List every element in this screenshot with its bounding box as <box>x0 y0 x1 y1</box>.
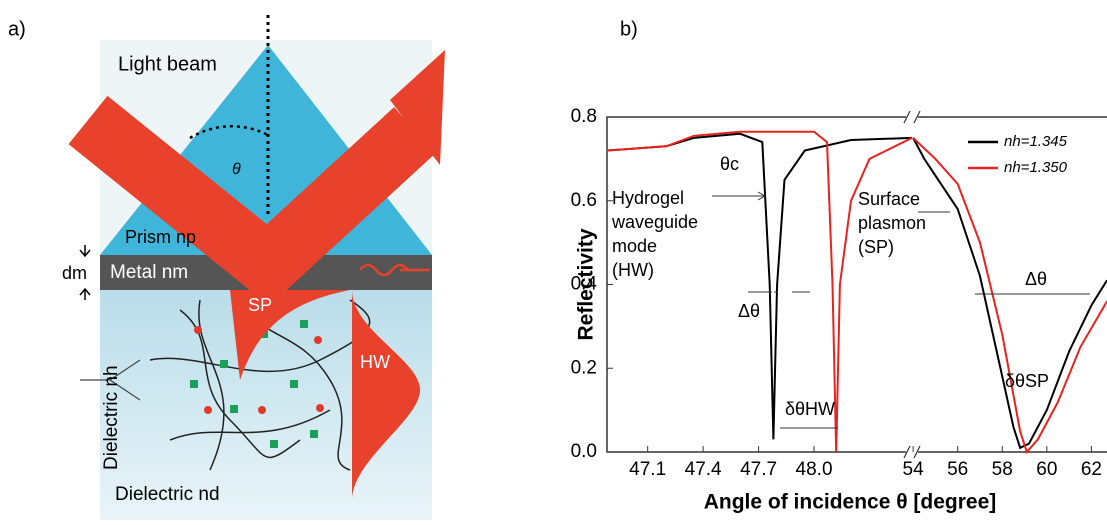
x-tick-label: 54 <box>903 459 925 480</box>
x-tick-label: 62 <box>1081 459 1102 480</box>
diagram: Light beam θ Prism np dm Metal nm SP HW … <box>62 15 445 520</box>
legend-label: nh=1.350 <box>1004 159 1068 176</box>
annotation: θc <box>720 154 739 174</box>
y-tick-label: 0.0 <box>571 441 597 462</box>
annotation: δθHW <box>785 399 835 419</box>
annotation: mode <box>612 236 657 256</box>
x-axis-title: Angle of incidence θ [degree] <box>704 491 997 514</box>
label: Dielectric nd <box>115 484 220 505</box>
label: Metal nm <box>110 262 188 283</box>
x-tick-label: 58 <box>992 459 1013 480</box>
y-axis-title: Reflectivity <box>575 228 598 340</box>
label: HW <box>360 352 390 372</box>
x-tick-label: 48.0 <box>796 459 833 480</box>
x-tick-label: 47.4 <box>685 459 722 480</box>
annotation: Δθ <box>1025 269 1047 289</box>
legend-label: nh=1.345 <box>1004 133 1068 150</box>
panel-label: b) <box>620 18 638 40</box>
x-tick-label: 47.7 <box>740 459 777 480</box>
annotation: Surface <box>858 189 920 209</box>
x-tick-label: 47.1 <box>629 459 666 480</box>
annotation: plasmon <box>858 213 926 233</box>
annotation: δθSP <box>1005 371 1049 391</box>
y-tick-label: 0.2 <box>571 357 597 378</box>
panel-label: a) <box>8 18 26 40</box>
label: SP <box>248 295 272 315</box>
x-tick-label: 56 <box>947 459 968 480</box>
label: dm <box>62 263 87 283</box>
label: Light beam <box>118 53 217 75</box>
annotation: Hydrogel <box>612 188 684 208</box>
figure: a) b) Light beam θ Prism np dm Metal nm … <box>0 0 1107 520</box>
series-line <box>607 132 1107 452</box>
y-tick-label: 0.8 <box>571 106 597 127</box>
annotation: waveguide <box>611 212 698 232</box>
y-tick-label: 0.6 <box>571 190 597 211</box>
label: Dielectric nh <box>101 365 122 470</box>
label: θ <box>232 161 241 178</box>
annotation: (HW) <box>612 260 654 280</box>
x-tick-label: 60 <box>1036 459 1057 480</box>
annotation: Δθ <box>738 301 760 321</box>
annotation: (SP) <box>858 237 894 257</box>
series-line <box>607 134 1107 448</box>
label: Prism np <box>125 227 196 247</box>
